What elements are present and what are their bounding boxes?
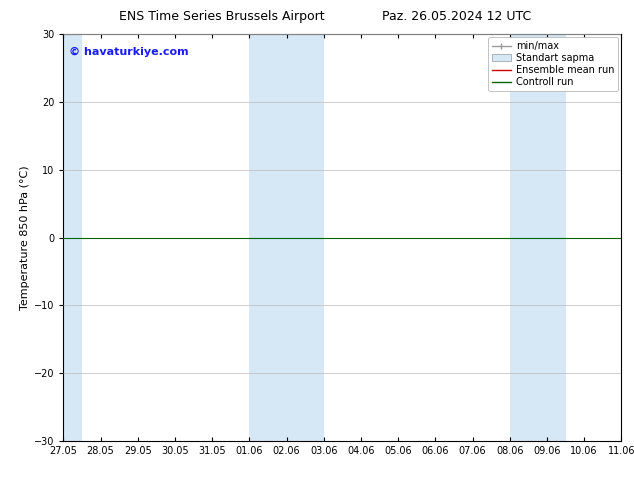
Text: ENS Time Series Brussels Airport: ENS Time Series Brussels Airport xyxy=(119,10,325,23)
Text: Paz. 26.05.2024 12 UTC: Paz. 26.05.2024 12 UTC xyxy=(382,10,531,23)
Bar xyxy=(63,34,82,441)
Legend: min/max, Standart sapma, Ensemble mean run, Controll run: min/max, Standart sapma, Ensemble mean r… xyxy=(488,37,618,91)
Bar xyxy=(249,34,324,441)
Bar xyxy=(510,34,566,441)
Y-axis label: Temperature 850 hPa (°C): Temperature 850 hPa (°C) xyxy=(20,165,30,310)
Text: © havaturkiye.com: © havaturkiye.com xyxy=(69,47,188,56)
